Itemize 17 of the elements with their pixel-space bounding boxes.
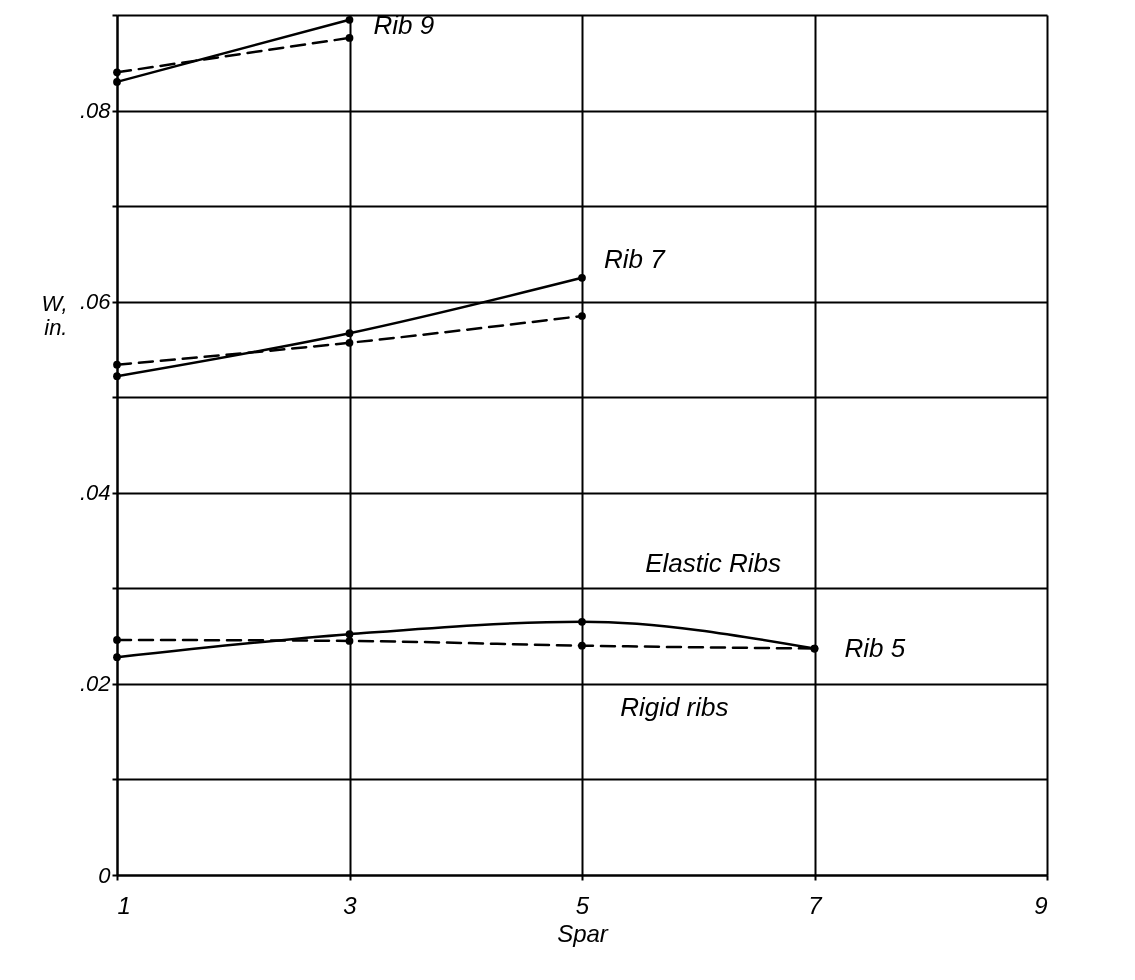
x-axis-title: Spar	[557, 919, 609, 947]
y-tick-label: .04	[79, 480, 111, 506]
x-tick-label: 1	[117, 891, 131, 919]
y-tick-label: .06	[79, 289, 112, 315]
annotation: Rib 9	[373, 9, 435, 40]
y-axis-title: W, in.	[41, 290, 68, 340]
x-tick-label: 7	[808, 891, 824, 919]
x-tick-label: 5	[575, 891, 590, 919]
y-tick-label: .02	[79, 671, 111, 697]
x-tick-label: 3	[343, 891, 358, 919]
y-tick-label: 0	[98, 862, 112, 888]
annotation: Rib 5	[844, 632, 906, 663]
y-tick-label: .08	[79, 98, 112, 124]
annotation: Rigid ribs	[620, 691, 729, 722]
annotation: Rib 7	[604, 243, 667, 274]
annotation: Elastic Ribs	[645, 547, 782, 578]
x-tick-label: 9	[1034, 891, 1048, 919]
